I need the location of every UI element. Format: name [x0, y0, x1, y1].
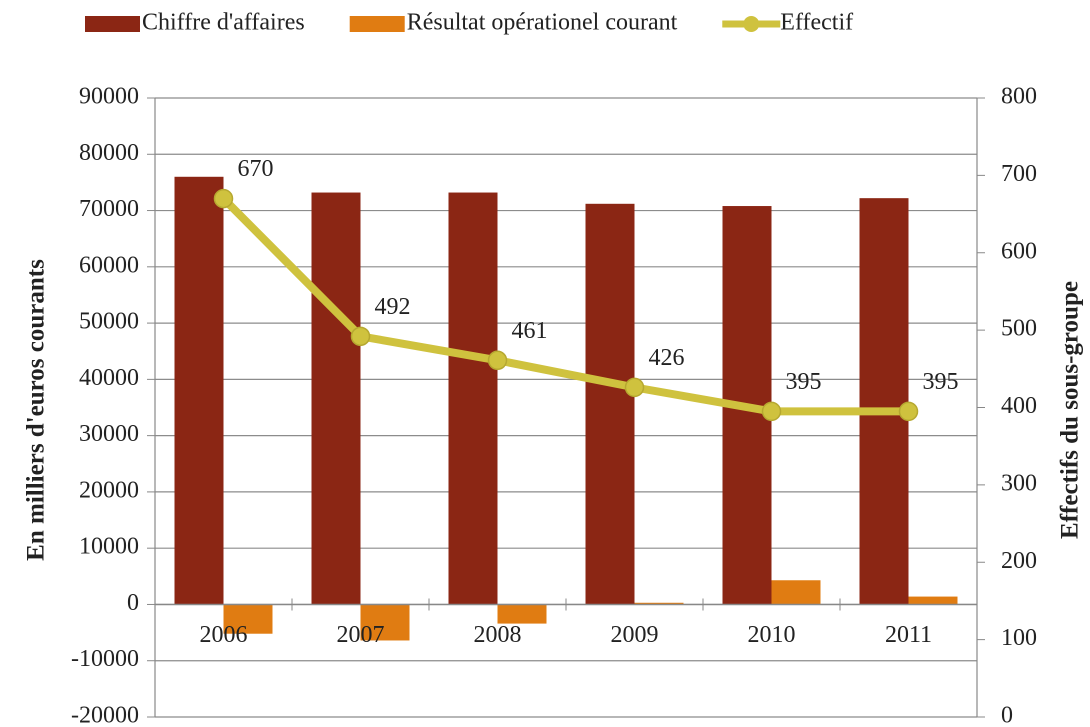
y2-tick-label: 300 — [1001, 470, 1037, 496]
legend-swatch — [349, 16, 405, 32]
legend-swatch — [85, 16, 140, 32]
bar — [771, 580, 821, 605]
y-tick-label: -10000 — [71, 646, 139, 672]
y2-axis-title: Effectifs du sous-groupe — [1057, 281, 1084, 539]
bar — [223, 604, 273, 634]
x-tick-label: 2008 — [474, 622, 522, 648]
line-marker — [487, 350, 508, 371]
bar — [311, 192, 361, 605]
data-label: 395 — [923, 369, 959, 395]
line-marker — [761, 401, 782, 422]
data-label: 426 — [649, 345, 685, 371]
y2-tick-label: 200 — [1001, 548, 1037, 574]
y-tick-label: 0 — [127, 590, 139, 616]
y-tick-label: 80000 — [79, 140, 139, 166]
x-tick-label: 2010 — [748, 622, 796, 648]
y-tick-label: 60000 — [79, 252, 139, 278]
x-tick-label: 2007 — [337, 622, 385, 648]
data-label: 395 — [786, 369, 822, 395]
y-tick-label: 20000 — [79, 477, 139, 503]
y2-tick-label: 500 — [1001, 316, 1037, 342]
line-marker — [624, 377, 645, 398]
legend-label: Effectif — [780, 10, 853, 36]
bar — [448, 192, 498, 605]
bar — [585, 203, 635, 605]
line-marker — [213, 188, 234, 209]
y2-tick-label: 400 — [1001, 393, 1037, 419]
y2-tick-label: 0 — [1001, 703, 1013, 727]
legend-swatch-marker — [743, 16, 760, 32]
x-tick-label: 2009 — [611, 622, 659, 648]
y-tick-label: 70000 — [79, 196, 139, 222]
legend-label: Chiffre d'affaires — [142, 10, 305, 36]
bar — [634, 602, 684, 605]
y-tick-label: 30000 — [79, 421, 139, 447]
x-tick-label: 2011 — [885, 622, 932, 648]
bar — [859, 198, 909, 605]
y-tick-label: -20000 — [71, 703, 139, 727]
x-tick-label: 2006 — [200, 622, 248, 648]
bar — [174, 176, 224, 605]
y-tick-label: 90000 — [79, 84, 139, 110]
y2-tick-label: 800 — [1001, 84, 1037, 110]
y-tick-label: 40000 — [79, 365, 139, 391]
line-marker — [898, 401, 919, 422]
bar — [497, 604, 547, 624]
line-marker — [350, 326, 371, 347]
y-tick-label: 50000 — [79, 309, 139, 335]
data-label: 670 — [238, 156, 274, 182]
y2-tick-label: 100 — [1001, 625, 1037, 651]
y-axis-title: En milliers d'euros courants — [23, 259, 50, 561]
data-label: 461 — [512, 318, 548, 344]
legend-label: Résultat opérationel courant — [407, 10, 678, 36]
line — [220, 195, 909, 416]
bar — [908, 596, 958, 605]
y-tick-label: 10000 — [79, 534, 139, 560]
y2-tick-label: 700 — [1001, 161, 1037, 187]
bar — [360, 604, 410, 641]
data-label: 492 — [375, 294, 411, 320]
y2-tick-label: 600 — [1001, 238, 1037, 264]
